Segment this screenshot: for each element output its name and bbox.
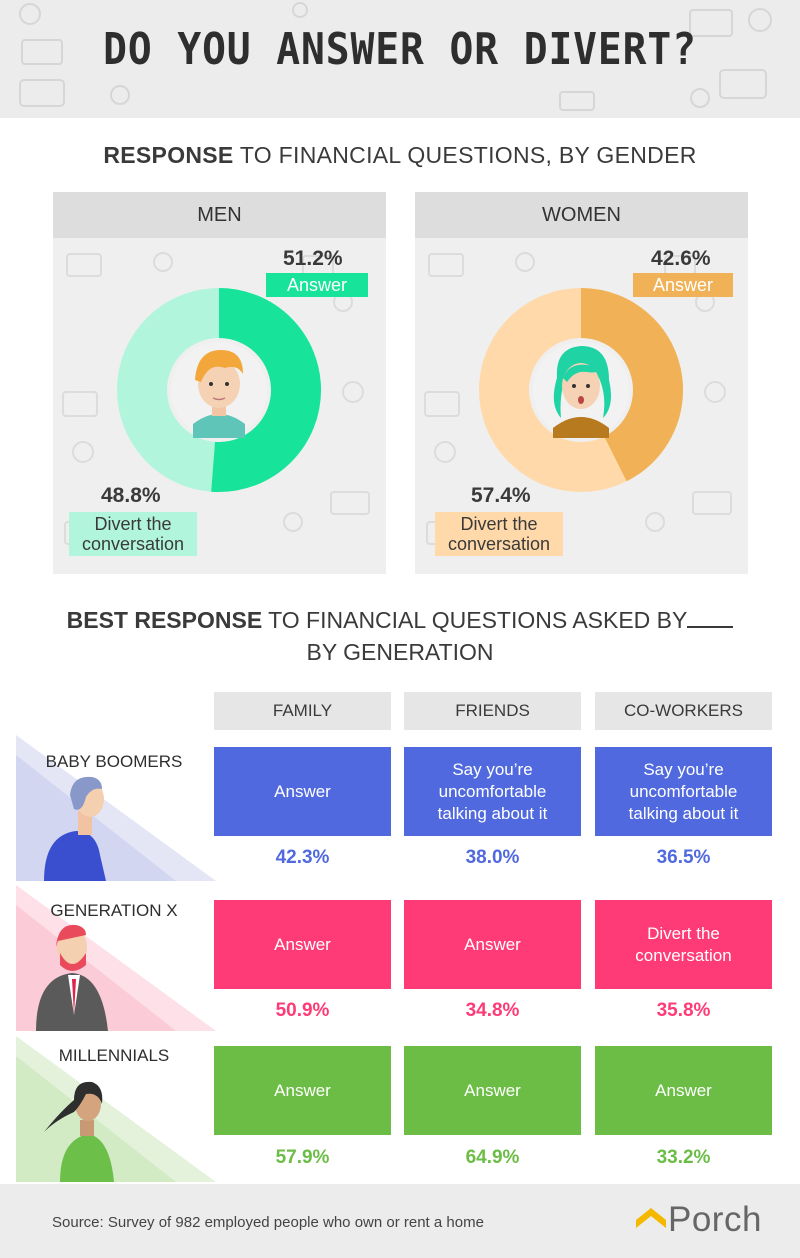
value-genx-family: 50.9%: [275, 1000, 330, 1021]
porch-logo-icon: [636, 1208, 666, 1228]
value-boomers-family: 42.3%: [275, 847, 330, 868]
row-label-generation-x: GENERATION X: [50, 901, 178, 920]
value-genx-coworkers: 35.8%: [656, 1000, 711, 1021]
men-answer-label: Answer: [266, 273, 368, 297]
cell-boomers-coworkers: Say you’re uncomfortable talking about i…: [595, 747, 772, 836]
value-millennials-friends: 64.9%: [465, 1147, 520, 1168]
women-divert-label: Divert the conversation: [435, 512, 563, 556]
section1-title-bold: RESPONSE: [103, 142, 234, 168]
women-answer-slice: [479, 288, 683, 492]
women-divert-pct: 57.4%: [471, 484, 531, 507]
column-header-family: FAMILY: [214, 692, 391, 730]
section2-title: BEST RESPONSE TO FINANCIAL QUESTIONS ASK…: [0, 604, 800, 668]
row-label-baby-boomers: BABY BOOMERS: [45, 752, 183, 771]
men-divert-label: Divert the conversation: [69, 512, 197, 556]
section2-title-rest: TO FINANCIAL QUESTIONS ASKED BY: [262, 607, 688, 633]
woman-avatar-icon: [553, 346, 611, 438]
cell-millennials-family: Answer: [214, 1046, 391, 1135]
cell-millennials-coworkers: Answer: [595, 1046, 772, 1135]
value-genx-friends: 34.8%: [465, 1000, 520, 1021]
cell-boomers-friends: Say you’re uncomfortable talking about i…: [404, 747, 581, 836]
section2-title-bold: BEST RESPONSE: [66, 607, 263, 633]
page-title: DO YOU ANSWER OR DIVERT?: [103, 24, 697, 75]
money-pattern-icon: [19, 2, 772, 111]
baby-boomer-figure-icon: [16, 735, 216, 881]
title-blank-line: [687, 610, 734, 628]
women-donut-chart: [424, 252, 732, 545]
cell-genx-friends: Answer: [404, 900, 581, 989]
men-answer-slice: [117, 288, 321, 492]
women-panel: WOMEN 42.6% Answer 57.4% Divert the conv…: [415, 192, 748, 574]
man-avatar-icon: [193, 350, 245, 438]
men-donut-chart: [62, 252, 370, 545]
women-answer-label: Answer: [633, 273, 733, 297]
cell-millennials-friends: Answer: [404, 1046, 581, 1135]
millennial-figure-icon: [16, 1036, 216, 1182]
value-boomers-coworkers: 36.5%: [656, 847, 711, 868]
generation-x-figure-icon: [16, 885, 216, 1031]
cell-boomers-family: Answer: [214, 747, 391, 836]
value-boomers-friends: 38.0%: [465, 847, 520, 868]
footer: [0, 1184, 800, 1258]
header-banner: DO YOU ANSWER OR DIVERT?: [0, 0, 800, 118]
value-millennials-family: 57.9%: [275, 1147, 330, 1168]
column-header-friends: FRIENDS: [404, 692, 581, 730]
section1-title-rest: TO FINANCIAL QUESTIONS, BY GENDER: [233, 142, 697, 168]
column-header-coworkers: CO-WORKERS: [595, 692, 772, 730]
row-label-millennials: MILLENNIALS: [58, 1046, 170, 1065]
men-answer-pct: 51.2%: [283, 247, 343, 270]
cell-genx-coworkers: Divert the conversation: [595, 900, 772, 989]
men-divert-pct: 48.8%: [101, 484, 161, 507]
section1-title: RESPONSE TO FINANCIAL QUESTIONS, BY GEND…: [0, 142, 800, 169]
women-header: WOMEN: [415, 192, 748, 238]
women-answer-pct: 42.6%: [651, 247, 711, 270]
men-panel: MEN 51.2% Answer 48.8% Divert the conver…: [53, 192, 386, 574]
brand-name[interactable]: Porch: [668, 1200, 762, 1239]
value-millennials-coworkers: 33.2%: [656, 1147, 711, 1168]
men-header: MEN: [53, 192, 386, 238]
cell-genx-family: Answer: [214, 900, 391, 989]
section2-title-line2: BY GENERATION: [306, 639, 494, 665]
source-note: Source: Survey of 982 employed people wh…: [52, 1214, 484, 1231]
